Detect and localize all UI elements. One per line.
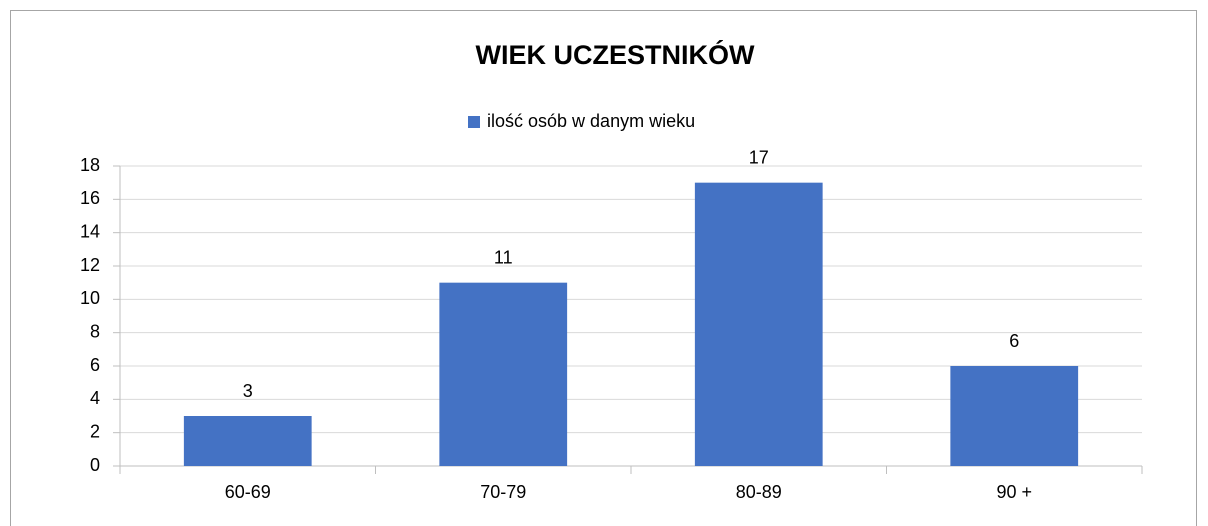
legend-label: ilość osób w danym wieku: [487, 111, 695, 131]
x-tick-label: 90 +: [996, 482, 1032, 502]
y-tick-label: 8: [90, 321, 100, 341]
y-tick-label: 14: [80, 221, 100, 241]
chart-title: WIEK UCZESTNIKÓW: [476, 39, 755, 70]
data-label: 3: [243, 381, 253, 401]
bar: [183, 416, 312, 466]
bar: [439, 282, 568, 466]
legend-swatch: [468, 116, 480, 128]
y-tick-label: 0: [90, 455, 100, 475]
x-tick-label: 60-69: [225, 482, 271, 502]
data-label: 17: [749, 147, 769, 167]
y-tick-label: 4: [90, 388, 100, 408]
y-tick-label: 2: [90, 421, 100, 441]
y-tick-label: 18: [80, 155, 100, 175]
bar: [950, 366, 1079, 466]
y-tick-label: 6: [90, 355, 100, 375]
bar: [694, 182, 823, 466]
y-tick-label: 10: [80, 288, 100, 308]
data-label: 6: [1009, 331, 1019, 351]
x-tick-label: 80-89: [736, 482, 782, 502]
data-label: 11: [494, 247, 513, 267]
y-tick-label: 12: [80, 255, 100, 275]
x-tick-label: 70-79: [480, 482, 526, 502]
y-tick-label: 16: [80, 188, 100, 208]
